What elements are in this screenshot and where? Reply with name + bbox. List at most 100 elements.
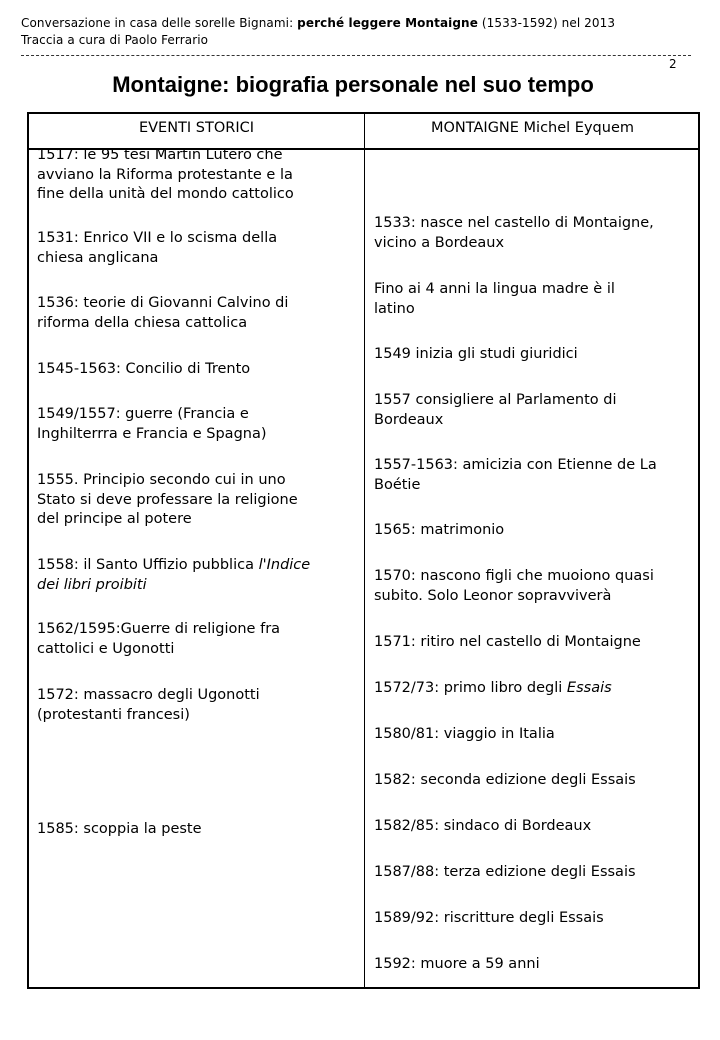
- montaigne-event-entry: 1589/92: riscritture degli Essais: [374, 909, 604, 929]
- entry-text: subito. Solo Leonor sopravviverà: [374, 587, 612, 604]
- entry-line: 1572: massacro degli Ugonotti: [37, 686, 260, 706]
- entry-text: 1558: il Santo Uffizio pubblica: [37, 557, 259, 573]
- entry-line: Stato si deve professare la religione: [37, 491, 298, 511]
- entry-text: Boétie: [374, 476, 421, 493]
- montaigne-event-entry: 1557-1563: amicizia con Etienne de La Boé…: [374, 456, 657, 495]
- entry-text: 1555. Principio secondo cui in uno: [37, 472, 286, 488]
- entry-line: avviano la Riforma protestante e la: [37, 166, 294, 186]
- entry-line: riforma della chiesa cattolica: [37, 314, 288, 334]
- entry-line: 1565: matrimonio: [374, 521, 504, 541]
- column-header-eventi: EVENTI STORICI: [138, 120, 255, 136]
- entry-text: 1587/88: terza edizione degli Essais: [374, 864, 636, 880]
- montaigne-event-entry: 1582: seconda edizione degli Essais: [374, 771, 636, 791]
- entry-text: 1536: teorie di Giovanni Calvino di: [37, 295, 289, 311]
- entry-text: 1572/73: primo libro degli: [374, 680, 567, 696]
- entry-line: Inghilterrra e Francia e Spagna): [37, 425, 267, 445]
- entry-text: 1549 inizia gli studi giuridici: [374, 346, 578, 362]
- entry-line: 1585: scoppia la peste: [37, 820, 202, 840]
- entry-text: Stato si deve professare la religione: [37, 491, 298, 508]
- entry-line: 1536: teorie di Giovanni Calvino di: [37, 294, 288, 314]
- entry-line: 1557 consigliere al Parlamento di: [374, 391, 617, 411]
- historical-event-entry: 1572: massacro degli Ugonotti (protestant…: [37, 686, 260, 725]
- entry-line: 1558: il Santo Uffizio pubblica l'Indice: [37, 556, 310, 576]
- entry-line: subito. Solo Leonor sopravviverà: [374, 587, 654, 607]
- entry-line: 1582: seconda edizione degli Essais: [374, 771, 636, 791]
- entry-line: chiesa anglicana: [37, 249, 277, 269]
- montaigne-event-entry: 1580/81: viaggio in Italia: [374, 725, 555, 745]
- montaigne-event-entry: 1533: nasce nel castello di Montaigne, vi…: [374, 214, 654, 253]
- entry-line: fine della unità del mondo cattolico: [37, 185, 294, 205]
- entry-text: 1557-1563: amicizia con Etienne de La: [374, 457, 657, 473]
- header-text-end: (1533-1592) nel 2013: [477, 16, 616, 30]
- entry-italic-text: dei libri proibiti: [37, 576, 147, 593]
- historical-event-entry: 1549/1557: guerre (Francia e Inghilterrra…: [37, 405, 267, 444]
- entry-text: 1582/85: sindaco di Bordeaux: [374, 818, 592, 834]
- montaigne-event-entry: Fino ai 4 anni la lingua madre è il latin…: [374, 280, 615, 319]
- historical-event-entry: 1555. Principio secondo cui in uno Stato …: [37, 471, 298, 530]
- entry-line: 1570: nascono figli che muoiono quasi: [374, 567, 654, 587]
- entry-text: 1557 consigliere al Parlamento di: [374, 392, 617, 408]
- montaigne-event-entry: 1587/88: terza edizione degli Essais: [374, 863, 636, 883]
- entry-text: Inghilterrra e Francia e Spagna): [37, 425, 267, 442]
- entry-text: chiesa anglicana: [37, 249, 159, 266]
- entry-text: fine della unità del mondo cattolico: [37, 186, 294, 202]
- historical-event-entry: 1531: Enrico VII e lo scisma della chiesa…: [37, 229, 277, 268]
- entry-line: 1582/85: sindaco di Bordeaux: [374, 817, 591, 837]
- entry-text: 1571: ritiro nel castello di Montaigne: [374, 634, 641, 650]
- entry-line: 1572/73: primo libro degli Essais: [374, 679, 612, 699]
- historical-event-entry: 1536: teorie di Giovanni Calvino di rifor…: [37, 294, 288, 333]
- montaigne-event-entry: 1592: muore a 59 anni: [374, 955, 540, 975]
- montaigne-event-entry: 1572/73: primo libro degli Essais: [374, 679, 612, 699]
- entry-text: Bordeaux: [374, 411, 444, 428]
- entry-italic-text: Essais: [566, 680, 612, 696]
- entry-text: vicino a Bordeaux: [374, 234, 505, 251]
- entry-line: 1592: muore a 59 anni: [374, 955, 540, 975]
- page-title: Montaigne: biografia personale nel suo t…: [112, 72, 594, 97]
- montaigne-event-entry: 1582/85: sindaco di Bordeaux: [374, 817, 591, 837]
- entry-line: Boétie: [374, 476, 657, 496]
- entry-line: 1589/92: riscritture degli Essais: [374, 909, 604, 929]
- montaigne-event-entry: 1549 inizia gli studi giuridici: [374, 345, 578, 365]
- historical-event-entry: 1558: il Santo Uffizio pubblica l'Indice…: [37, 556, 310, 595]
- entry-text: del principe al potere: [37, 511, 192, 527]
- page-number: 2: [669, 57, 677, 71]
- entry-text: 1549/1557: guerre (Francia e: [37, 406, 249, 422]
- entry-text: 1570: nascono figli che muoiono quasi: [374, 568, 654, 584]
- entry-line: 1555. Principio secondo cui in uno: [37, 471, 298, 491]
- entry-text: 1580/81: viaggio in Italia: [374, 726, 555, 742]
- entry-text: riforma della chiesa cattolica: [37, 314, 248, 331]
- column-divider: [364, 114, 365, 987]
- header-line-1: Conversazione in casa delle sorelle Bign…: [21, 16, 615, 30]
- entry-text: 1565: matrimonio: [374, 522, 505, 538]
- montaigne-event-entry: 1571: ritiro nel castello di Montaigne: [374, 633, 641, 653]
- entry-line: Fino ai 4 anni la lingua madre è il: [374, 280, 615, 300]
- entry-text: 1533: nasce nel castello di Montaigne,: [374, 215, 654, 231]
- header-line-2: Traccia a cura di Paolo Ferrario: [21, 33, 209, 47]
- entry-line: 1517: le 95 tesi Martin Lutero che: [37, 146, 294, 166]
- entry-text: 1531: Enrico VII e lo scisma della: [37, 230, 278, 246]
- column-header-montaigne: MONTAIGNE Michel Eyquem: [431, 120, 634, 136]
- timeline-table: EVENTI STORICI MONTAIGNE Michel Eyquem 1…: [27, 112, 700, 989]
- entry-line: 1562/1595:Guerre di religione fra: [37, 620, 280, 640]
- header-divider: [21, 55, 691, 56]
- entry-line: 1545-1563: Concilio di Trento: [37, 360, 250, 380]
- entry-line: latino: [374, 300, 615, 320]
- montaigne-event-entry: 1565: matrimonio: [374, 521, 504, 541]
- table-header-row: EVENTI STORICI MONTAIGNE Michel Eyquem: [29, 114, 698, 150]
- historical-event-entry: 1545-1563: Concilio di Trento: [37, 360, 250, 380]
- entry-line: 1549 inizia gli studi giuridici: [374, 345, 578, 365]
- entry-line: Bordeaux: [374, 411, 617, 431]
- entry-line: del principe al potere: [37, 510, 298, 530]
- entry-italic-text: l'Indice: [258, 557, 311, 573]
- entry-text: 1517: le 95 tesi Martin Lutero che: [37, 147, 283, 163]
- entry-text: 1562/1595:Guerre di religione fra: [37, 621, 281, 637]
- entry-text: latino: [374, 300, 415, 317]
- entry-line: 1533: nasce nel castello di Montaigne,: [374, 214, 654, 234]
- entry-text: Fino ai 4 anni la lingua madre è il: [374, 281, 615, 297]
- historical-event-entry: 1562/1595:Guerre di religione fra cattoli…: [37, 620, 280, 659]
- entry-line: 1587/88: terza edizione degli Essais: [374, 863, 636, 883]
- entry-line: (protestanti francesi): [37, 706, 260, 726]
- entry-line: 1580/81: viaggio in Italia: [374, 725, 555, 745]
- entry-text: 1585: scoppia la peste: [37, 821, 202, 837]
- entry-text: (protestanti francesi): [37, 706, 190, 723]
